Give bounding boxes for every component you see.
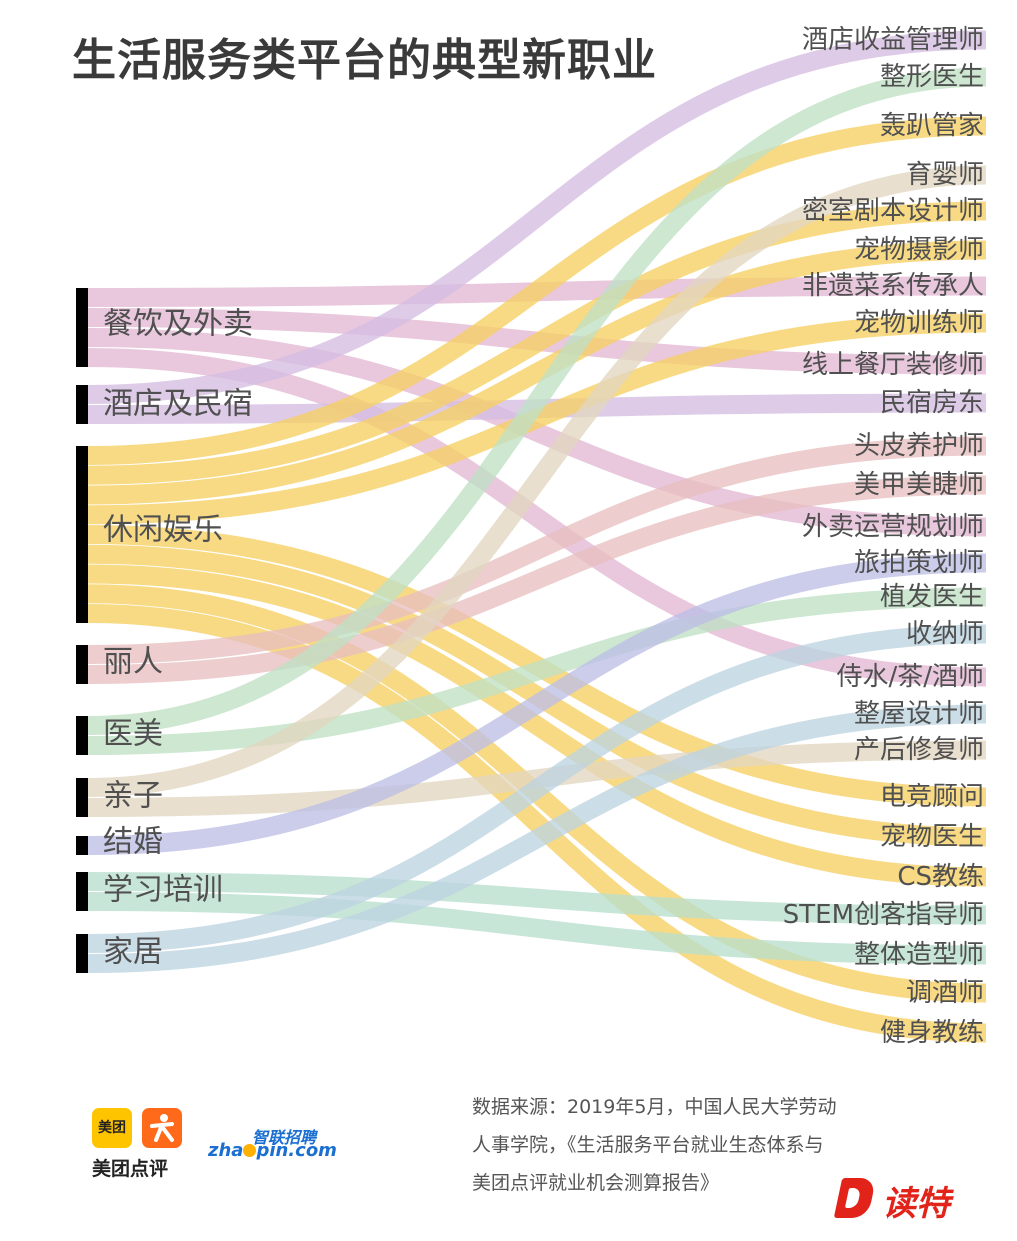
target-label-10: 头皮养护师 [854, 431, 984, 461]
link-12 [87, 564, 987, 887]
target-label-13: 旅拍策划师 [854, 548, 984, 578]
source-label-3: 丽人 [103, 645, 163, 680]
target-label-7: 宠物训练师 [854, 308, 984, 338]
target-label-14: 植发医生 [880, 582, 984, 612]
source-bar-2 [76, 446, 88, 623]
source-bar-1 [76, 385, 88, 424]
link-15 [87, 436, 987, 664]
target-label-11: 美甲美睫师 [854, 470, 984, 500]
link-4 [87, 30, 987, 404]
target-label-12: 外卖运营规划师 [802, 512, 984, 542]
source-bar-4 [76, 716, 88, 755]
link-23 [87, 892, 987, 965]
meituan-dianping-name: 美团点评 [92, 1158, 169, 1180]
source-bar-0 [76, 288, 88, 367]
link-7 [87, 201, 987, 485]
meituan-logo: 美团 [92, 1108, 132, 1148]
source-bar-5 [76, 778, 88, 817]
link-6 [87, 116, 987, 465]
source-bar-3 [76, 645, 88, 684]
duote-logo-text: 读特 [882, 1184, 950, 1224]
link-2 [87, 328, 987, 537]
target-label-15: 收纳师 [906, 619, 984, 649]
target-label-0: 酒店收益管理师 [802, 25, 984, 55]
source-label-6: 结婚 [103, 825, 163, 860]
source-label-8: 家居 [103, 935, 163, 970]
target-label-17: 整屋设计师 [854, 699, 984, 729]
target-label-5: 宠物摄影师 [854, 235, 984, 265]
source-line-1: 数据来源：2019年5月，中国人民大学劳动 [472, 1096, 837, 1118]
link-16 [87, 475, 987, 684]
source-label-1: 酒店及民宿 [103, 387, 253, 422]
duote-logo: 读特 [833, 1176, 978, 1224]
zhaopin-logo-cn: 智联招聘 [252, 1128, 317, 1147]
target-label-3: 育婴师 [906, 160, 984, 190]
link-22 [87, 872, 987, 925]
data-source-note: 数据来源：2019年5月，中国人民大学劳动 人事学院，《生活服务平台就业生态体系… [472, 1088, 942, 1202]
zhaopin-dot-icon [243, 1144, 257, 1157]
source-label-2: 休闲娱乐 [103, 513, 223, 548]
links-layer [87, 30, 987, 1043]
target-label-22: STEM创客指导师 [783, 900, 984, 930]
link-8 [87, 240, 987, 505]
source-line-2: 人事学院，《生活服务平台就业生态体系与 [472, 1134, 824, 1156]
source-bar-6 [76, 836, 88, 855]
link-21 [87, 553, 987, 855]
zhaopin-logo-en: zha pin.com [208, 1140, 337, 1161]
link-17 [87, 67, 987, 735]
source-label-5: 亲子 [103, 779, 163, 814]
target-label-18: 产后修复师 [854, 735, 984, 765]
target-label-19: 电竞顾问 [880, 782, 984, 812]
target-label-4: 密室剧本设计师 [802, 196, 984, 226]
target-label-23: 整体造型师 [854, 940, 984, 970]
source-bar-7 [76, 872, 88, 911]
link-25 [87, 704, 987, 973]
link-18 [87, 587, 987, 755]
link-24 [87, 624, 987, 953]
source-line-3: 美团点评就业机会测算报告》 [472, 1172, 720, 1194]
link-9 [87, 313, 987, 525]
partner-logos: 美团 美团点评 智联招聘 zha pin.com [92, 1108, 352, 1188]
target-label-21: CS教练 [897, 862, 984, 892]
target-label-8: 线上餐厅装修师 [802, 350, 984, 380]
source-label-4: 医美 [103, 717, 163, 752]
source-label-7: 学习培训 [103, 873, 223, 908]
duote-d-icon [833, 1178, 877, 1218]
dianping-logo [142, 1108, 182, 1148]
target-label-20: 宠物医生 [880, 822, 984, 852]
chart-title: 生活服务类平台的典型新职业 [72, 35, 657, 86]
source-bars-layer [76, 288, 88, 973]
link-19 [87, 165, 987, 797]
source-label-0: 餐饮及外卖 [103, 307, 253, 342]
target-label-25: 健身教练 [880, 1018, 984, 1048]
target-label-1: 整形医生 [880, 62, 984, 92]
target-label-24: 调酒师 [906, 978, 984, 1008]
target-label-16: 侍水/茶/酒师 [836, 662, 984, 692]
target-label-6: 非遗菜系传承人 [802, 271, 984, 301]
source-bar-8 [76, 934, 88, 973]
target-label-2: 轰趴管家 [880, 111, 984, 141]
target-label-9: 民宿房东 [880, 388, 984, 418]
